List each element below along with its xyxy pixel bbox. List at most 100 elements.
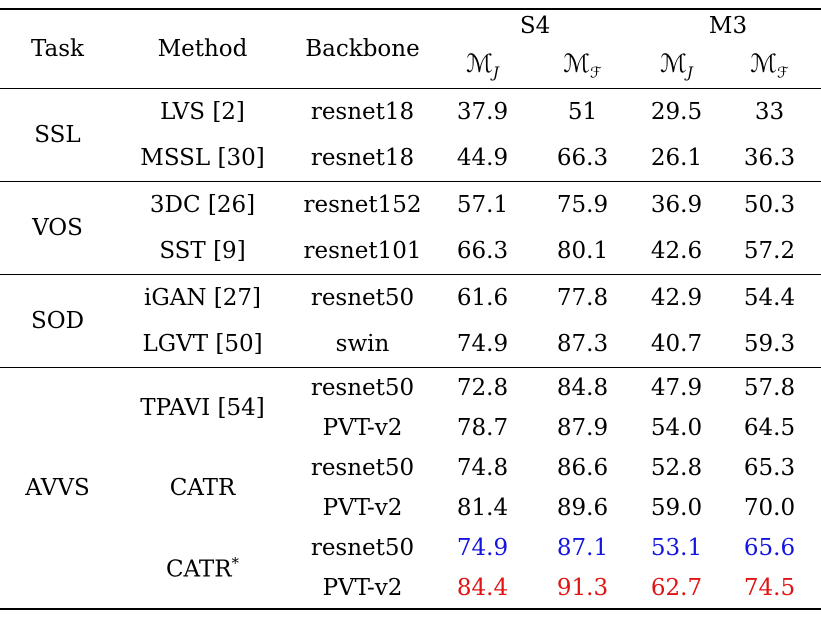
value-cell-highlight-red: 91.3 [556,575,609,601]
backbone-cell: resnet152 [303,192,422,218]
value-cell: 66.3 [556,145,609,171]
table-row: MSSL [30] resnet18 44.9 66.3 26.1 36.3 [0,135,821,182]
value-cell: 61.6 [456,285,509,311]
backbone-cell: resnet18 [310,145,415,171]
table-row: PVT-v2 78.7 87.9 54.0 64.5 [0,408,821,448]
table-row: SOD iGAN [27] resnet50 61.6 77.8 42.9 54… [0,275,821,334]
table-row: CATR* resnet50 74.9 87.1 53.1 65.6 [0,528,821,582]
value-cell: 65.3 [743,455,796,481]
value-cell: 70.0 [743,495,796,521]
method-column-header: Method [157,36,248,62]
value-cell: 51 [567,99,598,125]
metric-sub-f: ℱ [776,63,789,82]
task-cell: VOS [32,215,83,241]
value-cell: 74.9 [456,331,509,357]
script-m-symbol: ℳ [563,48,590,78]
value-cell: 87.3 [556,331,609,357]
table-row: SST [9] resnet101 66.3 80.1 42.6 57.2 [0,228,821,275]
value-cell: 87.9 [556,415,609,441]
section-avvs: AVVS TPAVI [54] resnet50 72.8 84.8 47.9 … [0,367,821,610]
task-column-header: Task [30,36,84,62]
backbone-cell: PVT-v2 [322,415,403,441]
header-metric-row: ℳJ ℳℱ ℳJ ℳℱ [0,42,821,89]
group-header-s4: S4 [519,13,551,39]
value-cell: 54.4 [743,285,796,311]
method-cell: 3DC [26] [149,192,256,218]
value-cell: 89.6 [556,495,609,521]
method-asterisk: * [231,553,240,572]
value-cell: 72.8 [456,375,509,401]
value-cell: 57.1 [456,192,509,218]
script-m-symbol: ℳ [750,48,777,78]
value-cell: 54.0 [650,415,703,441]
metric-sub-j: J [492,63,499,82]
backbone-cell: resnet18 [310,99,415,125]
table-row: PVT-v2 84.4 91.3 62.7 74.5 [0,568,821,609]
value-cell: 36.3 [743,145,796,171]
value-cell: 40.7 [650,331,703,357]
section-sod: SOD iGAN [27] resnet50 61.6 77.8 42.9 54… [0,274,821,368]
backbone-cell: swin [335,331,390,357]
method-label: CATR [165,556,232,583]
method-cell: SST [9] [159,238,246,264]
value-cell: 75.9 [556,192,609,218]
value-cell: 84.8 [556,375,609,401]
metric-header-m3-mj: ℳJ [635,42,718,89]
table-row: AVVS TPAVI [54] resnet50 72.8 84.8 47.9 … [0,368,821,501]
script-m-symbol: ℳ [660,48,687,78]
value-cell: 47.9 [650,375,703,401]
value-cell: 29.5 [650,99,703,125]
method-cell: TPAVI [54] [140,395,265,421]
backbone-cell: resnet50 [310,375,415,401]
backbone-cell: resnet50 [310,535,415,561]
value-cell: 80.1 [556,238,609,264]
value-cell: 57.2 [743,238,796,264]
backbone-cell: PVT-v2 [322,495,403,521]
value-cell: 44.9 [456,145,509,171]
value-cell: 81.4 [456,495,509,521]
method-cell: iGAN [27] [144,285,261,311]
value-cell-highlight-blue: 74.9 [456,535,509,561]
value-cell: 26.1 [650,145,703,171]
results-table: Task Method Backbone S4 M3 ℳJ ℳℱ ℳJ ℳℱ S… [0,8,821,610]
value-cell: 77.8 [556,285,609,311]
value-cell: 86.6 [556,455,609,481]
value-cell: 36.9 [650,192,703,218]
method-cell: MSSL [30] [140,145,265,171]
method-cell: CATR* [115,528,290,609]
value-cell-highlight-red: 84.4 [456,575,509,601]
task-cell: AVVS [25,475,90,501]
section-ssl: SSL LVS [2] resnet18 37.9 51 29.5 33 MSS… [0,89,821,182]
metric-header-m3-mf: ℳℱ [718,42,821,89]
table-row: SSL LVS [2] resnet18 37.9 51 29.5 33 [0,89,821,148]
value-cell: 78.7 [456,415,509,441]
value-cell: 57.8 [743,375,796,401]
value-cell-highlight-blue: 53.1 [650,535,703,561]
value-cell: 74.8 [456,455,509,481]
script-m-symbol: ℳ [466,48,493,78]
value-cell: 50.3 [743,192,796,218]
value-cell: 42.6 [650,238,703,264]
value-cell-highlight-blue: 87.1 [556,535,609,561]
method-cell: LGVT [50] [142,331,263,357]
value-cell-highlight-blue: 65.6 [743,535,796,561]
backbone-column-header: Backbone [305,36,420,62]
table-row: LGVT [50] swin 74.9 87.3 40.7 59.3 [0,321,821,368]
value-cell-highlight-red: 62.7 [650,575,703,601]
value-cell: 52.8 [650,455,703,481]
value-cell: 33 [754,99,785,125]
backbone-cell: resnet50 [310,455,415,481]
metric-sub-j: J [686,63,693,82]
backbone-cell: resnet101 [303,238,422,264]
value-cell-highlight-red: 74.5 [743,575,796,601]
value-cell: 37.9 [456,99,509,125]
backbone-cell: PVT-v2 [322,575,403,601]
metric-header-s4-mj: ℳJ [435,42,530,89]
metric-sub-f: ℱ [589,63,602,82]
task-cell: SSL [34,122,81,148]
value-cell: 59.0 [650,495,703,521]
header-group-row: Task Method Backbone S4 M3 [0,9,821,62]
section-vos: VOS 3DC [26] resnet152 57.1 75.9 36.9 50… [0,181,821,275]
value-cell: 66.3 [456,238,509,264]
